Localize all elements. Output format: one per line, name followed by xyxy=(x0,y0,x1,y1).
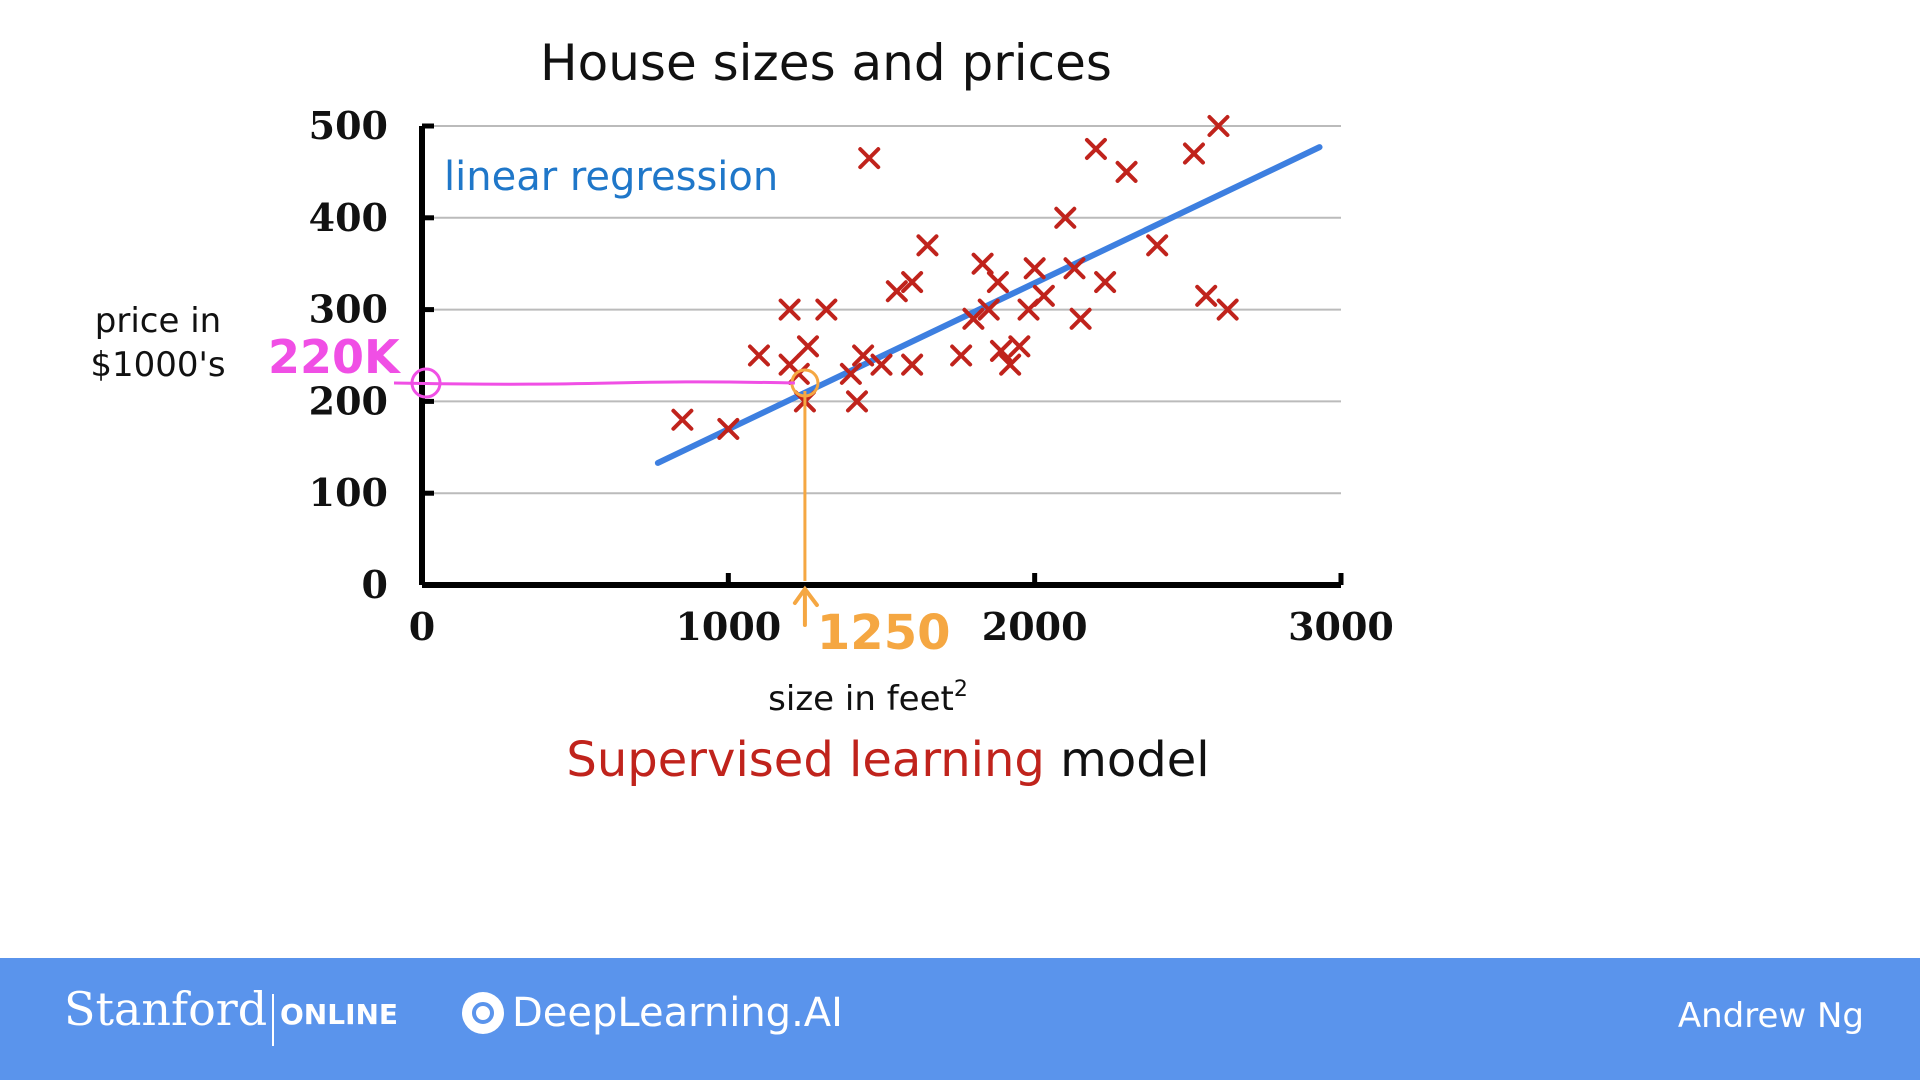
data-point-12 xyxy=(852,344,875,367)
data-point-18 xyxy=(916,234,939,257)
data-point-4 xyxy=(778,298,801,321)
data-point-13 xyxy=(858,147,881,170)
online-label: ONLINE xyxy=(280,998,399,1031)
chart-title: House sizes and prices xyxy=(540,34,1112,92)
deeplearning-label: DeepLearning.AI xyxy=(512,990,843,1036)
caption-space xyxy=(1045,732,1060,788)
data-points xyxy=(671,115,1239,440)
x-axis-label-text: size in feet xyxy=(768,679,954,719)
y-tick-label-300: 300 xyxy=(309,287,388,332)
data-point-33 xyxy=(1084,137,1107,160)
x-tick-label-0: 0 xyxy=(409,604,435,649)
data-point-24 xyxy=(989,339,1012,362)
regression-line-group xyxy=(654,144,1323,466)
data-point-11 xyxy=(845,390,868,413)
caption-highlight: Supervised learning xyxy=(566,732,1044,788)
data-point-26 xyxy=(1008,335,1031,358)
data-point-40 xyxy=(1216,298,1239,321)
data-point-8 xyxy=(796,335,819,358)
data-point-25 xyxy=(999,353,1022,376)
author-name: Andrew Ng xyxy=(1677,996,1864,1036)
data-point-22 xyxy=(977,298,1000,321)
data-point-2 xyxy=(717,417,740,440)
slide-canvas: House sizes and prices 01002003004005000… xyxy=(90,34,1394,788)
query-x-arrow xyxy=(792,585,819,627)
y-axis-label-line-1: price in xyxy=(95,301,221,341)
data-point-9 xyxy=(815,298,838,321)
stanford-logo: Stanford xyxy=(64,982,268,1036)
predicted-y-label: 220K xyxy=(268,330,402,384)
axes xyxy=(419,123,1344,588)
data-point-29 xyxy=(1032,284,1055,307)
x-axis-label: size in feet2 xyxy=(768,677,968,719)
query-x-label: 1250 xyxy=(817,605,951,661)
regression-label: linear regression xyxy=(444,154,778,200)
data-point-15 xyxy=(885,280,908,303)
y-tick-label-400: 400 xyxy=(309,195,388,240)
data-point-19 xyxy=(950,344,973,367)
caption-rest: model xyxy=(1060,732,1209,788)
deeplearning-logo: DeepLearning.AI xyxy=(462,990,843,1036)
y-axis-label-line-2: $1000's xyxy=(90,345,225,385)
data-point-28 xyxy=(1023,257,1046,280)
grid-lines xyxy=(422,125,1341,495)
predicted-y-line xyxy=(393,380,795,386)
data-point-16 xyxy=(901,271,924,294)
slide-caption: Supervised learning model xyxy=(566,732,1209,788)
data-point-32 xyxy=(1069,307,1092,330)
logo-divider xyxy=(272,994,274,1046)
data-point-39 xyxy=(1207,115,1230,137)
data-point-10 xyxy=(839,362,862,385)
data-point-38 xyxy=(1195,284,1218,307)
x-tick-label-1000: 1000 xyxy=(675,604,781,649)
data-point-31 xyxy=(1063,257,1086,280)
handwritten-annotations: 1250 220K xyxy=(268,330,951,661)
regression-line xyxy=(654,144,1323,466)
y-tick-label-200: 200 xyxy=(309,378,388,423)
data-point-21 xyxy=(971,252,994,275)
data-point-36 xyxy=(1146,234,1169,257)
data-point-1 xyxy=(671,408,694,431)
data-point-37 xyxy=(1182,142,1205,165)
y-tick-label-100: 100 xyxy=(309,470,388,515)
data-point-20 xyxy=(962,307,985,330)
data-point-35 xyxy=(1115,160,1138,183)
tick-labels: 0 100 200 300 400 500 0 1000 2000 3000 xyxy=(309,103,1394,649)
deeplearning-icon-inner xyxy=(472,1002,494,1024)
footer-bar: Stanford ONLINE DeepLearning.AI Andrew N… xyxy=(0,958,1920,1080)
data-point-30 xyxy=(1054,206,1077,229)
data-point-17 xyxy=(901,353,924,376)
predicted-y-circle xyxy=(410,367,442,399)
data-point-34 xyxy=(1094,271,1117,294)
x-tick-label-2000: 2000 xyxy=(982,604,1088,649)
data-point-23 xyxy=(986,271,1009,294)
deeplearning-icon xyxy=(462,992,504,1034)
y-tick-label-500: 500 xyxy=(309,103,388,148)
data-point-3 xyxy=(747,344,770,367)
x-axis-label-superscript: 2 xyxy=(954,677,968,702)
data-point-14 xyxy=(870,353,893,376)
x-tick-label-3000: 3000 xyxy=(1288,604,1394,649)
y-tick-label-0: 0 xyxy=(362,562,388,607)
